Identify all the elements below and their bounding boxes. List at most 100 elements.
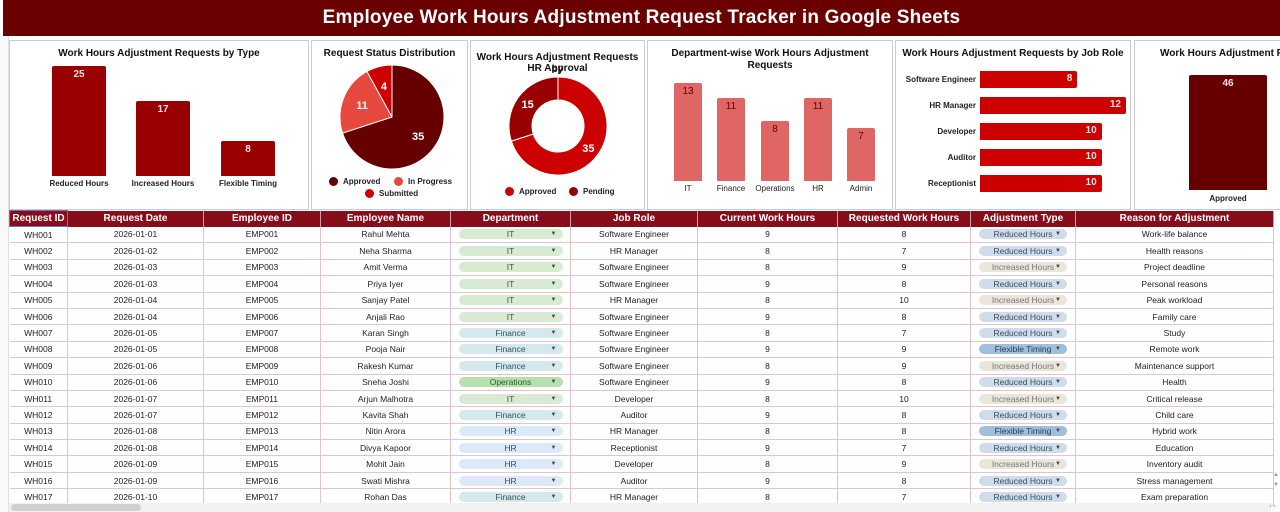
table-cell[interactable]: WH014 [9, 439, 68, 457]
adjustment-type-dropdown[interactable]: Increased Hours ▼ [979, 295, 1067, 306]
department-dropdown[interactable]: Finance ▼ [458, 360, 563, 371]
table-cell[interactable]: Flexible Timing ▼ [970, 341, 1076, 359]
table-cell[interactable]: Education [1075, 439, 1274, 457]
department-dropdown[interactable]: Finance ▼ [458, 409, 563, 420]
table-cell[interactable]: 8 [697, 357, 838, 375]
adjustment-type-dropdown[interactable]: Increased Hours ▼ [979, 262, 1067, 273]
table-cell[interactable]: 2026-01-05 [67, 341, 204, 359]
table-cell[interactable]: 2026-01-08 [67, 439, 204, 457]
adjustment-type-dropdown[interactable]: Flexible Timing ▼ [979, 344, 1067, 355]
table-cell[interactable]: EMP005 [203, 292, 321, 309]
table-cell[interactable]: Reduced Hours ▼ [970, 226, 1076, 244]
table-cell[interactable]: 9 [837, 357, 971, 375]
column-header-reason-for-adjustment[interactable]: Reason for Adjustment [1075, 210, 1274, 227]
table-cell[interactable]: HR ▼ [450, 439, 571, 457]
table-cell[interactable]: Software Engineer [570, 357, 698, 375]
table-cell[interactable]: Increased Hours ▼ [970, 357, 1076, 375]
chevron-down-icon[interactable]: ▼ [1055, 248, 1061, 255]
table-cell[interactable]: Flexible Timing ▼ [970, 423, 1076, 441]
department-dropdown[interactable]: IT ▼ [458, 229, 563, 240]
table-cell[interactable]: Increased Hours ▼ [970, 390, 1076, 408]
chevron-down-icon[interactable]: ▼ [550, 264, 557, 271]
table-cell[interactable]: Software Engineer [570, 259, 698, 277]
table-cell[interactable]: HR Manager [570, 292, 698, 309]
department-dropdown[interactable]: IT ▼ [458, 262, 563, 273]
table-cell[interactable]: Increased Hours ▼ [970, 455, 1076, 473]
table-cell[interactable]: 10 [837, 292, 971, 309]
table-cell[interactable]: Project deadline [1075, 259, 1274, 277]
table-cell[interactable]: WH011 [9, 390, 68, 408]
table-cell[interactable]: Reduced Hours ▼ [970, 324, 1076, 342]
table-cell[interactable]: EMP006 [203, 308, 321, 326]
table-cell[interactable]: 8 [837, 226, 971, 244]
column-header-department[interactable]: Department [450, 210, 571, 227]
table-cell[interactable]: Reduced Hours ▼ [970, 439, 1076, 457]
table-cell[interactable]: 9 [697, 439, 838, 457]
chevron-down-icon[interactable]: ▼ [550, 280, 557, 287]
table-cell[interactable]: Developer [570, 455, 698, 473]
table-cell[interactable]: Study [1075, 324, 1274, 342]
table-cell[interactable]: Remote work [1075, 341, 1274, 359]
chevron-down-icon[interactable]: ▼ [550, 395, 557, 402]
table-cell[interactable]: 2026-01-07 [67, 406, 204, 424]
table-cell[interactable]: Software Engineer [570, 226, 698, 244]
table-cell[interactable]: 8 [697, 455, 838, 473]
table-cell[interactable]: 2026-01-04 [67, 308, 204, 326]
department-dropdown[interactable]: Finance ▼ [458, 328, 563, 339]
table-cell[interactable]: Reduced Hours ▼ [970, 406, 1076, 424]
table-cell[interactable]: Maintenance support [1075, 357, 1274, 375]
column-header-request-id[interactable]: Request ID [9, 210, 68, 227]
chevron-down-icon[interactable]: ▼ [1055, 313, 1061, 320]
table-cell[interactable]: IT ▼ [450, 259, 571, 277]
table-cell[interactable]: Software Engineer [570, 275, 698, 293]
table-cell[interactable]: 7 [837, 439, 971, 457]
chevron-down-icon[interactable]: ▼ [1055, 264, 1061, 271]
chart-approved-requests[interactable]: Work Hours Adjustment R 46 Approved [1134, 40, 1280, 210]
column-header-current-work-hours[interactable]: Current Work Hours [697, 210, 838, 227]
table-cell[interactable]: WH016 [9, 472, 68, 490]
table-cell[interactable]: EMP013 [203, 423, 321, 441]
table-cell[interactable]: 2026-01-06 [67, 357, 204, 375]
table-cell[interactable]: HR ▼ [450, 472, 571, 490]
adjustment-type-dropdown[interactable]: Flexible Timing ▼ [979, 426, 1067, 437]
chevron-down-icon[interactable]: ▼ [1055, 461, 1061, 468]
chevron-down-icon[interactable]: ▼ [1055, 379, 1061, 386]
chevron-down-icon[interactable]: ▼ [1055, 362, 1061, 369]
table-cell[interactable]: EMP001 [203, 226, 321, 244]
table-cell[interactable]: Family care [1075, 308, 1274, 326]
chevron-down-icon[interactable]: ▼ [1055, 411, 1061, 418]
table-cell[interactable]: EMP010 [203, 374, 321, 391]
adjustment-type-dropdown[interactable]: Reduced Hours ▼ [979, 229, 1067, 240]
table-cell[interactable]: Work-life balance [1075, 226, 1274, 244]
adjustment-type-dropdown[interactable]: Reduced Hours ▼ [979, 377, 1067, 388]
chevron-down-icon[interactable]: ▼ [1055, 493, 1061, 500]
chevron-down-icon[interactable]: ▼ [550, 493, 557, 500]
table-cell[interactable]: 9 [697, 226, 838, 244]
chevron-down-icon[interactable]: ▼ [1055, 428, 1061, 435]
table-cell[interactable]: 8 [697, 423, 838, 441]
horizontal-scrollbar[interactable] [9, 503, 1271, 512]
table-cell[interactable]: Software Engineer [570, 341, 698, 359]
table-cell[interactable]: Health [1075, 374, 1274, 391]
adjustment-type-dropdown[interactable]: Reduced Hours ▼ [979, 328, 1067, 339]
chevron-down-icon[interactable]: ▼ [550, 346, 557, 353]
chart-hr-approval[interactable]: Work Hours Adjustment Requests by HR App… [470, 40, 645, 210]
chevron-down-icon[interactable]: ▼ [550, 297, 557, 304]
table-cell[interactable]: 2026-01-09 [67, 455, 204, 473]
table-cell[interactable]: 9 [697, 308, 838, 326]
chevron-down-icon[interactable]: ▼ [550, 248, 557, 255]
table-cell[interactable]: Rakesh Kumar [320, 357, 451, 375]
chart-request-status-distribution[interactable]: Request Status Distribution 35 11 4 Approv… [311, 40, 468, 210]
table-cell[interactable]: Neha Sharma [320, 242, 451, 260]
table-cell[interactable]: IT ▼ [450, 390, 571, 408]
table-cell[interactable]: Software Engineer [570, 374, 698, 391]
table-cell[interactable]: Reduced Hours ▼ [970, 472, 1076, 490]
chevron-down-icon[interactable]: ▼ [550, 411, 557, 418]
table-cell[interactable]: Amit Verma [320, 259, 451, 277]
table-cell[interactable]: 8 [697, 242, 838, 260]
table-cell[interactable]: WH004 [9, 275, 68, 293]
table-cell[interactable]: HR Manager [570, 242, 698, 260]
table-cell[interactable]: Finance ▼ [450, 357, 571, 375]
table-cell[interactable]: EMP007 [203, 324, 321, 342]
table-cell[interactable]: HR ▼ [450, 423, 571, 441]
